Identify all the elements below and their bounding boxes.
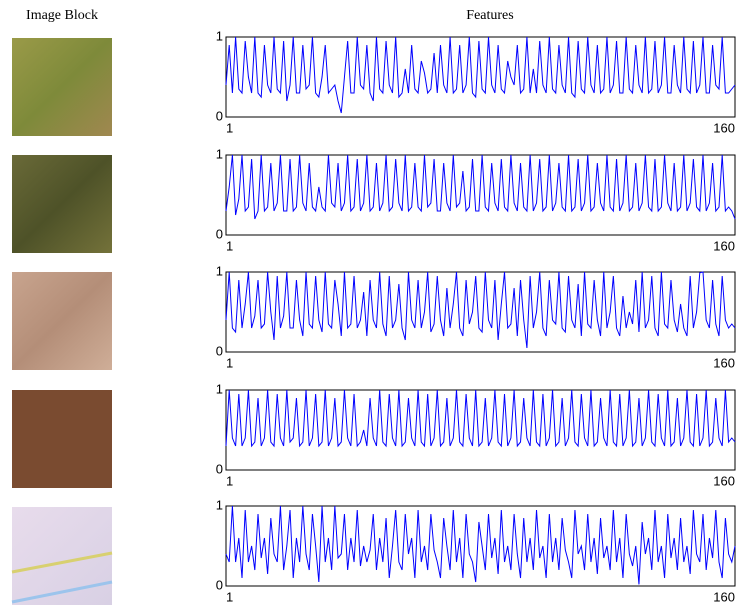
plot-frame <box>225 389 736 471</box>
y-tick-label: 1 <box>216 497 223 512</box>
plot-frame <box>225 154 736 236</box>
y-tick-label: 0 <box>216 577 223 592</box>
image-block <box>12 390 112 488</box>
column-title: Image Block <box>26 8 98 23</box>
y-tick-label: 0 <box>216 226 223 241</box>
x-tick-label: 1 <box>226 120 233 135</box>
image-block <box>12 155 112 253</box>
image-stripe <box>11 551 113 574</box>
x-tick-label: 1 <box>226 589 233 604</box>
plot-frame <box>225 271 736 353</box>
x-tick-label: 1 <box>226 238 233 253</box>
image-block <box>12 272 112 370</box>
x-tick-label: 160 <box>713 120 735 135</box>
feature-line <box>225 36 736 114</box>
plot-frame <box>225 36 736 118</box>
y-tick-label: 1 <box>216 381 223 396</box>
x-tick-label: 160 <box>713 589 735 604</box>
x-tick-label: 160 <box>713 473 735 488</box>
y-tick-label: 1 <box>216 28 223 43</box>
image-block <box>11 507 113 605</box>
x-tick-label: 160 <box>713 238 735 253</box>
feature-line <box>225 505 736 585</box>
y-tick-label: 1 <box>216 263 223 278</box>
y-tick-label: 0 <box>216 108 223 123</box>
column-title: Features <box>466 8 513 23</box>
image-block <box>12 38 112 136</box>
feature-line <box>225 271 736 349</box>
y-tick-label: 0 <box>216 461 223 476</box>
x-tick-label: 1 <box>226 355 233 370</box>
x-tick-label: 1 <box>226 473 233 488</box>
feature-line <box>225 154 736 220</box>
y-tick-label: 1 <box>216 146 223 161</box>
x-tick-label: 160 <box>713 355 735 370</box>
y-tick-label: 0 <box>216 343 223 358</box>
image-stripe <box>11 580 113 604</box>
feature-line <box>225 389 736 448</box>
